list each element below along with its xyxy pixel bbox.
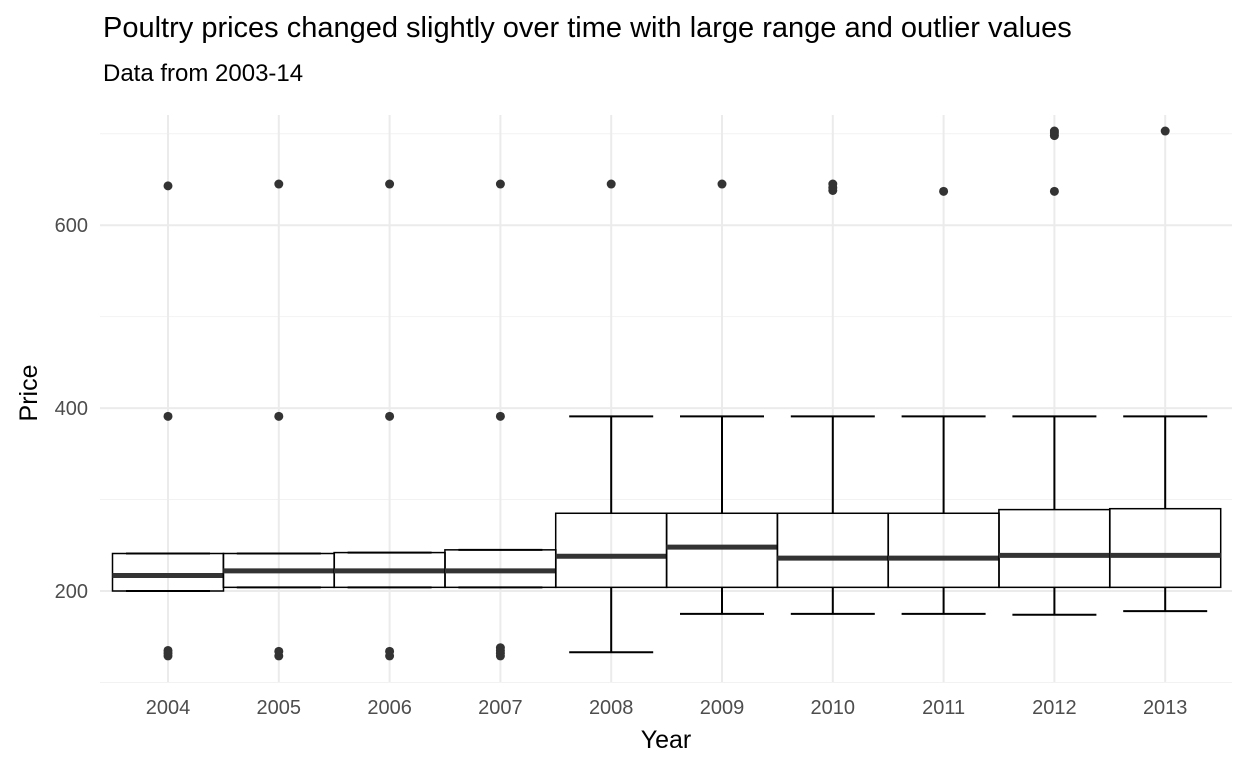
- outlier-point: [163, 645, 173, 655]
- x-tick-label: 2011: [922, 697, 965, 719]
- outlier-point: [1049, 126, 1059, 136]
- y-tick-label: 400: [55, 398, 88, 420]
- outlier-point: [828, 179, 838, 189]
- outlier-point: [606, 179, 616, 189]
- y-tick-label: 600: [55, 215, 88, 237]
- x-axis-title: Year: [641, 726, 692, 754]
- box-2011: [887, 186, 1000, 615]
- y-tick-label: 200: [55, 581, 88, 603]
- outlier-point: [274, 179, 284, 189]
- outlier-point: [385, 411, 395, 421]
- grid-minor-lines: [100, 133, 1232, 683]
- outlier-point: [274, 646, 284, 656]
- x-axis-ticks: 2004 2005 2006 2007 2008 2009 2010 2011 2012 2013: [146, 697, 1188, 719]
- x-tick-label: 2005: [257, 697, 302, 719]
- outlier-point: [495, 179, 505, 189]
- x-tick-label: 2004: [146, 697, 191, 719]
- box-2005: [222, 179, 336, 661]
- chart-title: Poultry prices changed slightly over tim…: [103, 12, 1072, 44]
- chart-subtitle: Data from 2003-14: [103, 60, 304, 87]
- box-2004: [111, 181, 225, 661]
- outlier-point: [939, 186, 949, 196]
- x-tick-label: 2013: [1143, 697, 1188, 719]
- x-tick-label: 2009: [700, 697, 745, 719]
- outlier-point: [495, 643, 505, 653]
- outlier-point: [385, 646, 395, 656]
- outlier-point: [274, 411, 284, 421]
- outlier-point: [1160, 126, 1170, 136]
- x-tick-label: 2010: [811, 697, 856, 719]
- outlier-point: [1049, 186, 1059, 196]
- box-series: [111, 126, 1222, 661]
- x-tick-label: 2007: [478, 697, 523, 719]
- outlier-point: [163, 181, 173, 191]
- grid-major-lines: [100, 115, 1232, 682]
- box-2008: [554, 179, 668, 654]
- box-2010: [776, 179, 890, 615]
- box-iqr: [1108, 507, 1222, 589]
- outlier-point: [495, 411, 505, 421]
- y-axis-ticks: 200 400 600: [55, 215, 88, 603]
- x-tick-label: 2012: [1032, 697, 1077, 719]
- box-2013: [1108, 126, 1222, 613]
- x-tick-label: 2006: [367, 697, 412, 719]
- outlier-point: [717, 179, 727, 189]
- y-axis-title: Price: [15, 365, 43, 422]
- x-tick-label: 2008: [589, 697, 634, 719]
- outlier-point: [163, 411, 173, 421]
- box-2009: [665, 179, 779, 615]
- outlier-point: [385, 179, 395, 189]
